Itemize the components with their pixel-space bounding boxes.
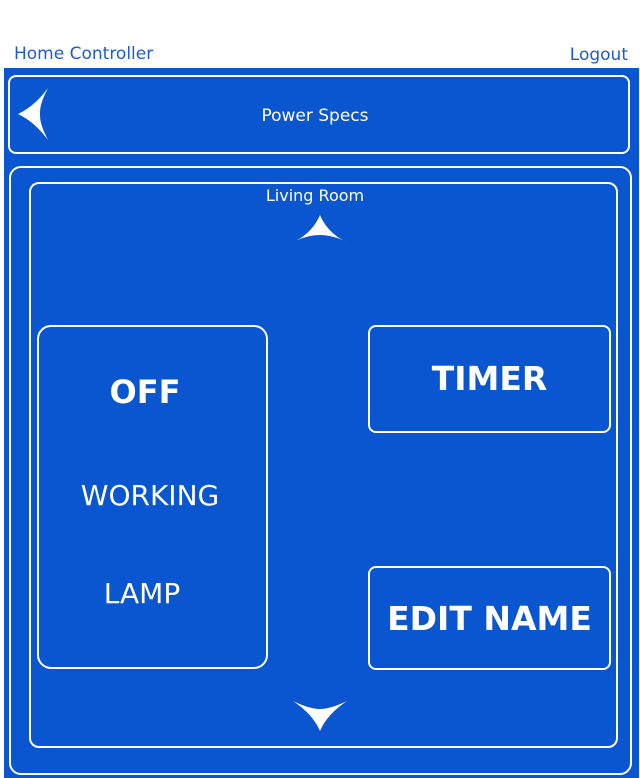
- device-card[interactable]: [37, 325, 268, 669]
- device-mode: WORKING: [80, 479, 220, 512]
- top-bar: Home Controller Logout: [0, 0, 640, 68]
- logout-link[interactable]: Logout: [569, 45, 628, 65]
- device-name: LAMP: [103, 577, 181, 610]
- room-name: Living Room: [265, 186, 365, 205]
- timer-button[interactable]: TIMER: [368, 325, 611, 433]
- header-bar: [8, 75, 630, 154]
- app-title: Home Controller: [14, 44, 154, 64]
- app-frame: [4, 68, 639, 778]
- room-inner-panel: [29, 182, 618, 748]
- room-panel: [9, 166, 632, 775]
- edit-name-button[interactable]: EDIT NAME: [368, 566, 611, 670]
- back-arrow-icon[interactable]: [16, 86, 52, 142]
- device-state: OFF: [109, 373, 181, 411]
- arrow-up-icon[interactable]: [291, 213, 349, 243]
- header-title: Power Specs: [261, 106, 369, 126]
- arrow-down-icon[interactable]: [291, 699, 349, 733]
